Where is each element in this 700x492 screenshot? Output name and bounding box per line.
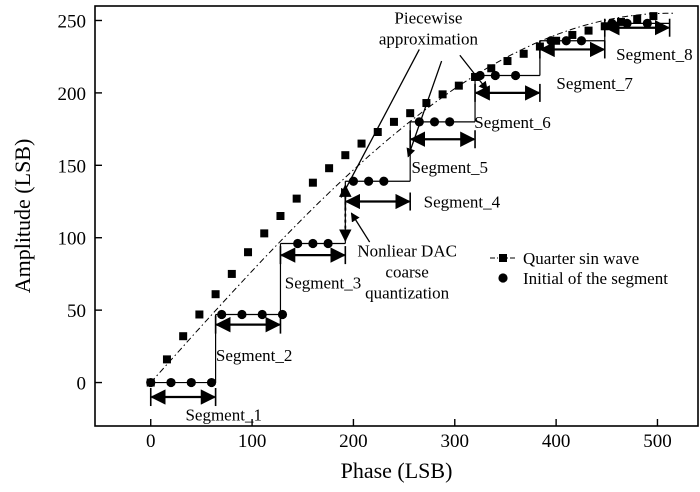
circle-point — [510, 70, 521, 81]
x-tick-label: 300 — [441, 431, 470, 452]
nonlinear-dac-label: quantization — [365, 284, 450, 303]
x-tick-label: 200 — [339, 431, 368, 452]
x-tick-label: 400 — [542, 431, 571, 452]
circle-point — [206, 377, 217, 388]
square-point — [454, 81, 463, 90]
square-point — [211, 290, 220, 299]
circle-point — [546, 36, 556, 46]
circle-point — [429, 117, 440, 127]
circle-point — [293, 238, 303, 249]
square-point — [438, 90, 447, 99]
circle-point — [364, 176, 374, 186]
nonlinear-dac-label: Nonliear DAC — [357, 242, 457, 261]
square-point — [568, 30, 577, 39]
square-point — [633, 15, 642, 24]
plot-area — [94, 5, 699, 427]
square-point — [179, 332, 188, 341]
square-point — [600, 22, 609, 31]
segment-label: Segment_8 — [616, 45, 693, 64]
square-point — [373, 128, 382, 136]
square-point — [389, 117, 398, 126]
square-point — [519, 49, 528, 58]
sine-curve — [150, 12, 674, 383]
y-tick-label: 50 — [67, 301, 86, 322]
square-point — [276, 212, 285, 220]
square-point — [503, 57, 512, 66]
square-point — [406, 109, 415, 118]
legend-circle-marker — [498, 273, 508, 283]
square-point — [471, 72, 480, 81]
circle-point — [257, 309, 267, 320]
circle-point — [379, 176, 389, 186]
segment-label: Segment_6 — [474, 113, 551, 132]
square-point — [325, 164, 334, 173]
circle-point — [323, 238, 333, 249]
circle-point — [642, 18, 652, 28]
circle-point — [445, 117, 455, 127]
circle-point — [237, 309, 247, 320]
circle-point — [277, 309, 288, 320]
circle-point — [490, 70, 500, 81]
x-tick-label: 100 — [238, 431, 267, 452]
square-point — [649, 12, 658, 21]
circle-point — [475, 70, 485, 81]
square-point — [162, 355, 171, 364]
x-axis-label: Phase (LSB) — [341, 458, 453, 483]
x-tick-label: 500 — [643, 431, 672, 452]
segment-label: Segment_7 — [556, 74, 633, 93]
y-tick-label: 250 — [58, 11, 87, 32]
square-point — [357, 139, 366, 148]
axis-labels: Phase (LSB) Amplitude (LSB) — [10, 139, 452, 483]
segment-arrows: Segment_1 Segment_2 Segment_3 Segment_4 Segm… — [149, 18, 693, 424]
x-tick-label: 0 — [146, 431, 156, 452]
legend-label-initial: Initial of the segment — [523, 269, 668, 288]
square-point — [244, 248, 253, 257]
y-axis-label: Amplitude (LSB) — [10, 139, 35, 294]
legend-square-marker — [499, 254, 507, 262]
piecewise-label: approximation — [379, 29, 479, 48]
segment-label: Segment_3 — [285, 274, 362, 293]
circle-point — [166, 377, 176, 388]
y-tick-label: 100 — [58, 229, 87, 250]
square-point — [227, 269, 236, 278]
segment-label: Segment_5 — [411, 158, 488, 177]
piecewise-arrow — [459, 54, 488, 91]
piecewise-label: Piecewise — [394, 8, 462, 27]
circle-point — [622, 18, 632, 28]
segment-label: Segment_4 — [424, 193, 501, 212]
data-points — [146, 12, 658, 388]
square-point — [584, 26, 593, 35]
square-point — [292, 194, 301, 203]
circle-point — [146, 377, 156, 388]
square-point — [341, 151, 350, 160]
nonlinear-dac-arrow — [350, 212, 371, 243]
square-point — [616, 17, 625, 26]
square-point — [487, 64, 496, 73]
piecewise-arrow — [406, 60, 443, 158]
y-tick-label: 200 — [58, 84, 87, 105]
nonlinear-dac-label: coarse — [385, 263, 428, 282]
y-tick-label: 0 — [77, 374, 87, 395]
piecewise-arrow — [340, 49, 420, 198]
circle-point — [607, 18, 617, 28]
square-point — [552, 36, 561, 45]
square-point — [195, 310, 204, 319]
segment-label: Segment_2 — [216, 346, 293, 365]
circle-point — [561, 36, 571, 46]
square-point — [260, 229, 269, 238]
segment-label: Segment_1 — [185, 405, 262, 424]
y-tick-label: 150 — [58, 156, 87, 177]
square-point — [535, 42, 544, 51]
circle-point — [576, 36, 587, 46]
square-point — [308, 178, 317, 187]
legend-label-quarter-sin: Quarter sin wave — [523, 249, 639, 268]
sine-curve-line — [150, 12, 674, 383]
annotations: Piecewise approximation Nonliear DAC coarse… — [339, 8, 488, 303]
circle-point — [308, 238, 318, 249]
circle-point — [186, 377, 196, 388]
circle-point — [217, 309, 227, 320]
axis-ticks: 0 100 200 300 400 500 0 50 100 150 200 250 — [58, 11, 672, 452]
